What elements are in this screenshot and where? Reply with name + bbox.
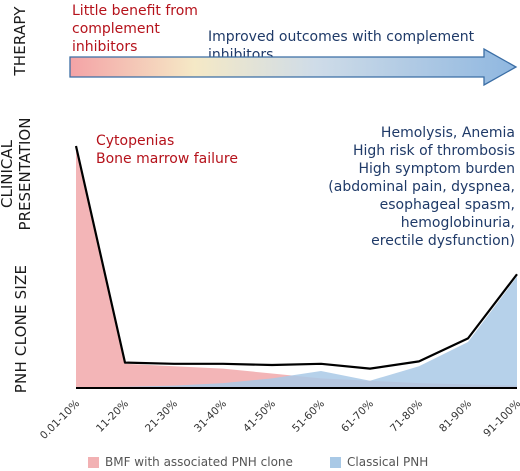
x-tick-label: 41-50% [241, 398, 278, 435]
little-benefit-note: Little benefit from complement inhibitor… [72, 2, 198, 56]
little-benefit-line2: complement [72, 21, 160, 37]
pnh-area [76, 276, 517, 388]
little-benefit-line1: Little benefit from [72, 3, 198, 19]
pnh-presentation-text: Hemolysis, Anemia High risk of thrombosi… [328, 124, 515, 250]
pnh-presentation-line1: Hemolysis, Anemia [380, 125, 515, 141]
pnh-presentation-line6: hemoglobinuria, [400, 215, 515, 231]
legend-pnh-swatch [330, 456, 341, 468]
pnh-presentation-line4: (abdominal pain, dyspnea, [328, 179, 515, 195]
little-benefit-line3: inhibitors [72, 39, 138, 55]
bmf-presentation-line1: Cytopenias [96, 133, 175, 149]
x-tick-label: 21-30% [143, 398, 180, 435]
total-outline-line [74, 145, 518, 370]
x-tick-label: 31-40% [192, 398, 229, 435]
x-tick-label: 61-70% [339, 398, 376, 435]
bmf-presentation-line2: Bone marrow failure [96, 151, 238, 167]
legend-bmf-label: BMF with associated PNH clone [105, 455, 293, 469]
pnh-presentation-line7: erectile dysfunction) [371, 233, 515, 249]
bmf-area [76, 146, 517, 388]
therapy-arrow [69, 47, 518, 87]
pnh-presentation-line3: High symptom burden [358, 161, 515, 177]
x-tick-label: 51-60% [290, 398, 327, 435]
bmf-presentation-text: Cytopenias Bone marrow failure [96, 132, 238, 168]
x-tick-label: 81-90% [437, 398, 474, 435]
legend-bmf-swatch [88, 456, 99, 468]
pnh-presentation-line5: esophageal spasm, [379, 197, 515, 213]
x-tick-label: 71-80% [388, 398, 425, 435]
pnh-presentation-line2: High risk of thrombosis [352, 143, 515, 159]
x-tick-label: 0.01-10% [38, 398, 82, 442]
legend-bmf: BMF with associated PNH clone [88, 455, 293, 469]
x-tick-label: 91-100% [481, 398, 520, 440]
clone-size-chart: 0.01-10% 11-20% 21-30% 31-40% 41-50% 51-60% 61… [38, 145, 520, 442]
legend-pnh-label: Classical PNH [347, 455, 429, 469]
x-tick-label: 11-20% [94, 398, 131, 435]
therapy-arrow-shape [69, 47, 518, 87]
legend-pnh: Classical PNH [330, 455, 428, 469]
